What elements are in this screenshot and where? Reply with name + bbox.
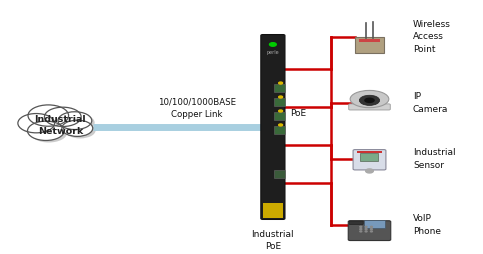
Text: IP
Camera: IP Camera [413, 92, 448, 114]
Circle shape [279, 110, 283, 112]
FancyBboxPatch shape [263, 203, 283, 218]
Circle shape [279, 124, 283, 126]
FancyBboxPatch shape [359, 39, 380, 42]
FancyBboxPatch shape [274, 170, 285, 178]
Circle shape [366, 169, 373, 173]
FancyBboxPatch shape [355, 37, 384, 53]
Text: Industrial
Network: Industrial Network [35, 115, 86, 136]
FancyBboxPatch shape [349, 104, 390, 110]
Text: perle: perle [267, 50, 279, 55]
Text: Wireless
Access
Point: Wireless Access Point [413, 20, 451, 54]
Circle shape [28, 105, 69, 126]
FancyBboxPatch shape [360, 153, 378, 161]
FancyBboxPatch shape [274, 84, 285, 92]
Circle shape [61, 114, 95, 132]
Text: 10/100/1000BASE
Copper Link: 10/100/1000BASE Copper Link [158, 97, 236, 119]
Circle shape [58, 112, 92, 130]
Ellipse shape [364, 98, 375, 103]
FancyBboxPatch shape [274, 112, 285, 120]
Circle shape [279, 96, 283, 98]
Circle shape [365, 229, 367, 230]
Circle shape [370, 229, 372, 230]
Circle shape [270, 43, 276, 46]
FancyBboxPatch shape [261, 35, 285, 219]
Circle shape [65, 122, 96, 138]
Circle shape [18, 114, 55, 133]
Text: VoIP
Phone: VoIP Phone [413, 214, 441, 235]
Circle shape [62, 120, 93, 136]
Circle shape [360, 231, 362, 232]
Text: Industrial
PoE
Switch: Industrial PoE Switch [252, 230, 294, 254]
Circle shape [365, 231, 367, 232]
Circle shape [365, 226, 367, 227]
Circle shape [28, 121, 64, 140]
Circle shape [360, 229, 362, 230]
Circle shape [31, 107, 71, 128]
Circle shape [279, 82, 283, 84]
Circle shape [44, 107, 81, 126]
Circle shape [370, 231, 372, 232]
FancyBboxPatch shape [274, 98, 285, 106]
Text: PoE: PoE [290, 108, 306, 118]
Text: Industrial
Sensor: Industrial Sensor [413, 148, 455, 169]
FancyBboxPatch shape [274, 126, 285, 134]
FancyBboxPatch shape [364, 220, 385, 228]
Circle shape [21, 116, 57, 135]
FancyBboxPatch shape [348, 221, 391, 241]
Circle shape [370, 226, 372, 227]
FancyBboxPatch shape [353, 150, 386, 170]
Circle shape [47, 109, 84, 129]
Circle shape [30, 123, 67, 142]
Circle shape [360, 226, 362, 227]
FancyBboxPatch shape [349, 221, 363, 225]
Ellipse shape [350, 90, 389, 108]
FancyBboxPatch shape [357, 151, 382, 153]
Ellipse shape [359, 95, 380, 105]
